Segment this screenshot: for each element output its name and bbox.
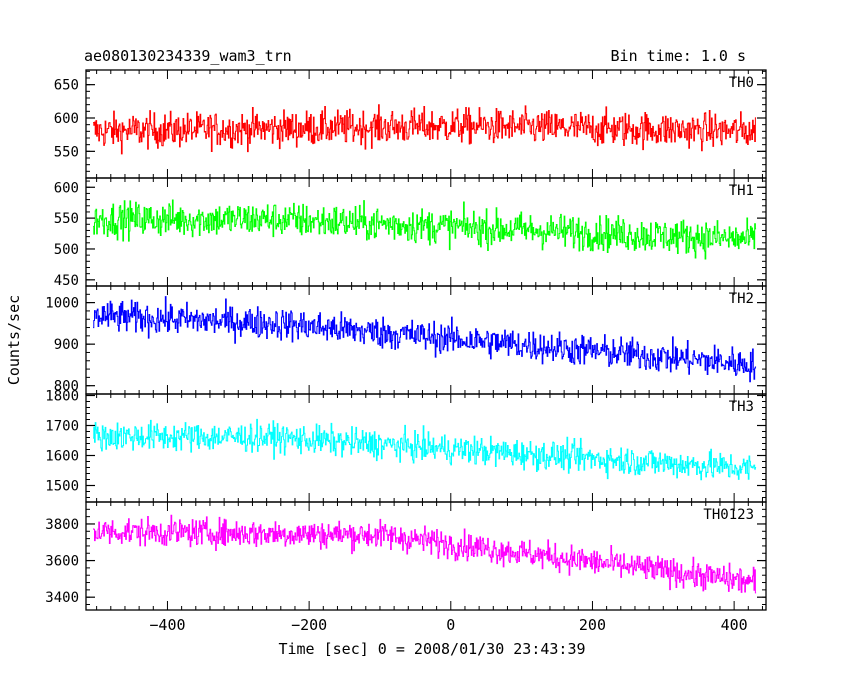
y-tick-label: 3400 bbox=[45, 590, 79, 606]
panel-label: TH2 bbox=[729, 291, 754, 307]
x-tick-labels: −400 −200 0 200 400 bbox=[149, 616, 747, 634]
panel-th3: 1500 1600 1700 1800 TH3 bbox=[45, 389, 767, 503]
panel-frame bbox=[85, 393, 767, 503]
x-tick-label: 400 bbox=[721, 616, 748, 634]
y-tick-label: 800 bbox=[54, 379, 79, 395]
series-line-th2 bbox=[93, 296, 757, 383]
bin-time-label: Bin time: 1.0 s bbox=[611, 47, 746, 65]
y-tick-label: 550 bbox=[54, 144, 79, 160]
y-tick-label: 500 bbox=[54, 242, 79, 258]
x-tick-label: −400 bbox=[149, 616, 185, 634]
panel-label: TH3 bbox=[729, 399, 754, 415]
x-tick-label: −200 bbox=[291, 616, 327, 634]
y-tick-label: 600 bbox=[54, 180, 79, 196]
y-axis-label: Counts/sec bbox=[5, 295, 23, 385]
y-tick-label: 550 bbox=[54, 211, 79, 227]
y-tick-label: 1600 bbox=[45, 449, 79, 465]
y-tick-label: 450 bbox=[54, 273, 79, 289]
chart-title: ae080130234339_wam3_trn bbox=[84, 47, 292, 65]
series-line-th0 bbox=[93, 104, 757, 155]
y-tick-label: 650 bbox=[54, 78, 79, 94]
panel-th0: 550 600 650 TH0 bbox=[54, 69, 767, 179]
y-tick-label: 1700 bbox=[45, 419, 79, 435]
y-tick-label: 1000 bbox=[45, 296, 79, 312]
y-tick-label: 1800 bbox=[45, 389, 79, 405]
series-line-th3 bbox=[93, 418, 757, 481]
panels-group: 550 600 650 TH0 450 500 550 600 TH1 800 900 1000 TH2… bbox=[45, 69, 767, 611]
series-line-th0123 bbox=[93, 514, 757, 594]
panel-th1: 450 500 550 600 TH1 bbox=[54, 177, 767, 289]
y-tick-label: 600 bbox=[54, 111, 79, 127]
y-tick-label: 1500 bbox=[45, 479, 79, 495]
panel-frame bbox=[85, 501, 767, 611]
x-tick-label: 200 bbox=[579, 616, 606, 634]
series-line-th1 bbox=[93, 199, 757, 260]
panel-th0123: 3400 3600 3800 TH0123 bbox=[45, 501, 767, 611]
y-tick-label: 900 bbox=[54, 337, 79, 353]
x-axis-label: Time [sec] 0 = 2008/01/30 23:43:39 bbox=[278, 640, 585, 658]
panel-label: TH1 bbox=[729, 183, 754, 199]
x-tick-label: 0 bbox=[446, 616, 455, 634]
panel-label: TH0123 bbox=[703, 507, 754, 523]
y-tick-label: 3800 bbox=[45, 517, 79, 533]
y-tick-label: 3600 bbox=[45, 554, 79, 570]
panel-label: TH0 bbox=[729, 75, 754, 91]
panel-th2: 800 900 1000 TH2 bbox=[45, 285, 767, 395]
